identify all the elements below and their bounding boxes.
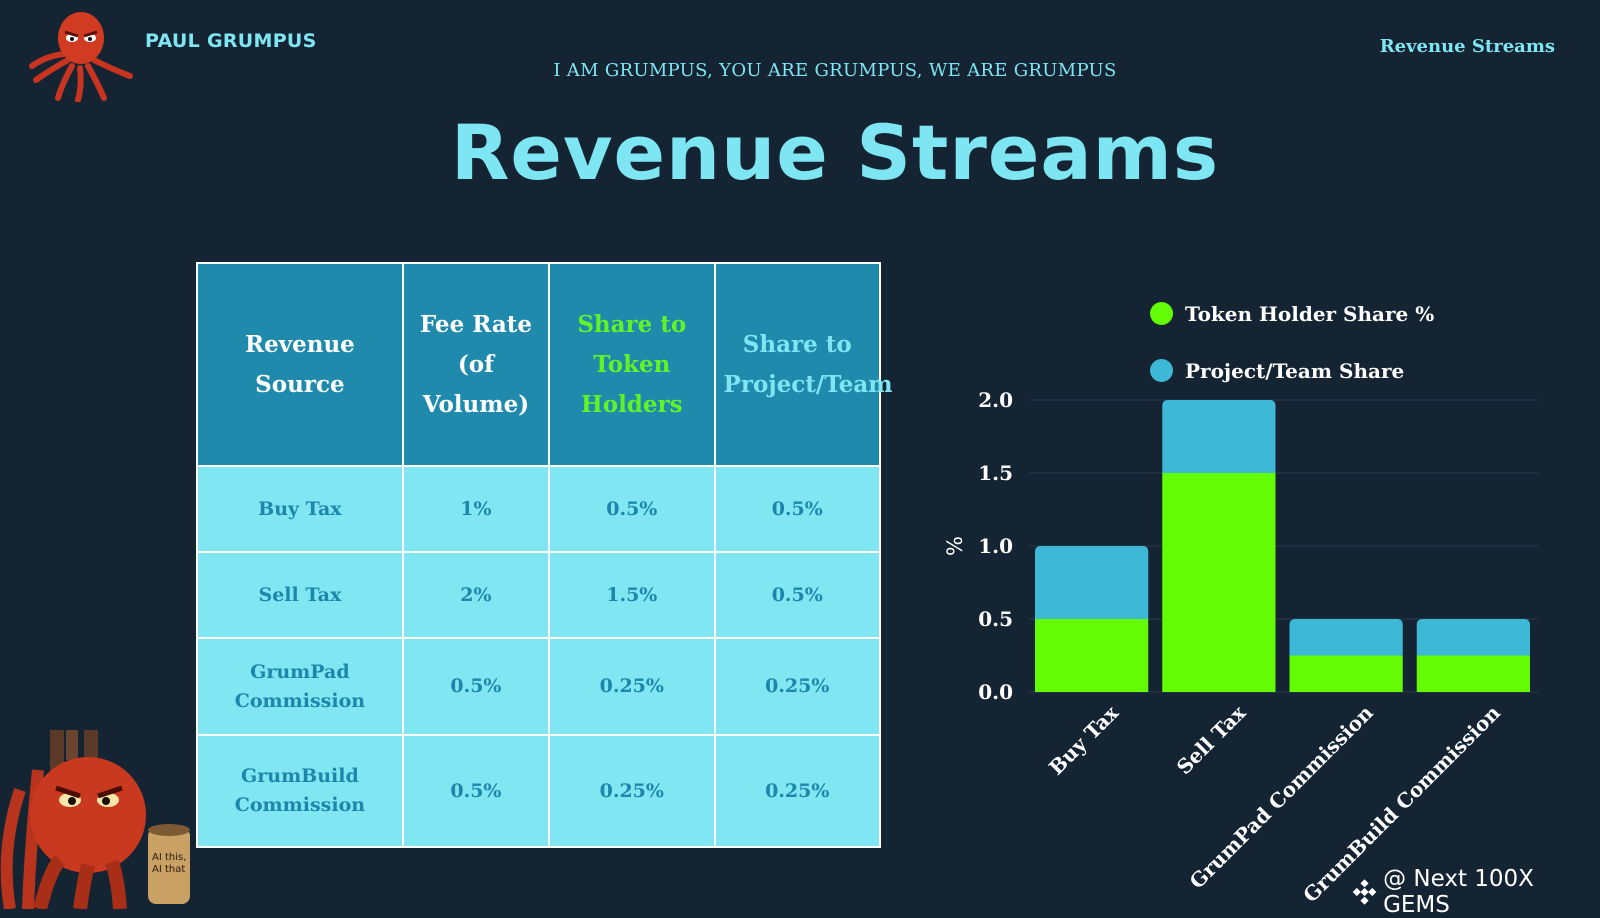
brand-name: PAUL GRUMPUS (145, 30, 317, 52)
chart-legend: Token Holder Share % Project/Team Share (1150, 285, 1434, 399)
x-tick-label: Buy Tax (1044, 700, 1124, 780)
legend-item-token-holders: Token Holder Share % (1150, 285, 1434, 342)
bar-segment (1035, 619, 1149, 692)
revenue-table: Revenue Source Fee Rate (of Volume) Shar… (196, 262, 893, 848)
bar-segment (1416, 655, 1530, 692)
table-cell: 0.25% (548, 637, 716, 736)
table-cell: 0.5% (401, 734, 551, 848)
table-row: Buy Tax 1% 0.5% 0.5% (196, 465, 882, 553)
table-cell: GrumBuild Commission (196, 734, 404, 848)
legend-label: Project/Team Share (1185, 358, 1405, 383)
table-cell: Buy Tax (196, 465, 404, 553)
legend-label: Token Holder Share % (1185, 301, 1435, 326)
binance-diamond-icon (1352, 879, 1377, 905)
table-cell: 2% (401, 551, 551, 639)
table-header-row: Revenue Source Fee Rate (of Volume) Shar… (196, 262, 893, 467)
watermark: @ Next 100X GEMS (1352, 866, 1600, 918)
bar-segment (1416, 619, 1530, 656)
y-tick-label: 0.0 (978, 680, 1013, 704)
bar-segment (1035, 546, 1149, 619)
section-title: Revenue Streams (1379, 36, 1555, 57)
table-row: GrumBuild Commission 0.5% 0.25% 0.25% (196, 734, 882, 848)
watermark-text: @ Next 100X GEMS (1383, 866, 1534, 918)
table-cell: 0.5% (713, 551, 882, 639)
table-cell: 0.25% (713, 637, 882, 736)
table-cell: 0.5% (401, 637, 551, 736)
y-tick-label: 2.0 (978, 388, 1013, 412)
y-tick-label: 0.5 (978, 607, 1013, 631)
y-axis-label: % (943, 536, 967, 556)
octopus-mascot-icon (0, 730, 190, 909)
mug-label: AI this, AI that (152, 852, 187, 875)
tagline: I AM GRUMPUS, YOU ARE GRUMPUS, WE ARE GR… (553, 60, 1117, 81)
table-cell: 0.25% (713, 734, 882, 848)
table-cell: 1.5% (548, 551, 716, 639)
bar-segment (1289, 619, 1403, 656)
y-tick-label: 1.0 (978, 534, 1013, 558)
table-cell: GrumPad Commission (196, 637, 404, 736)
column-header-source: Revenue Source (196, 262, 404, 467)
page-title: Revenue Streams (450, 108, 1220, 197)
bar-segment (1162, 400, 1276, 473)
legend-swatch-blue (1150, 359, 1173, 382)
bar-segment (1289, 655, 1403, 692)
bar-segment (1162, 473, 1276, 692)
x-tick-label: Sell Tax (1172, 700, 1251, 779)
table-cell: 0.25% (548, 734, 716, 848)
table-cell: 0.5% (548, 465, 716, 553)
table-cell: 1% (401, 465, 551, 553)
legend-swatch-green (1150, 302, 1173, 325)
column-header-team-share: Share to Project/Team (713, 262, 893, 467)
legend-item-project-team: Project/Team Share (1150, 342, 1434, 399)
table-cell: 0.5% (713, 465, 882, 553)
y-tick-label: 1.5 (978, 461, 1013, 485)
table-row: Sell Tax 2% 1.5% 0.5% (196, 551, 882, 639)
table-row: GrumPad Commission 0.5% 0.25% 0.25% (196, 637, 882, 736)
octopus-logo-icon (29, 12, 133, 102)
column-header-fee-rate: Fee Rate (of Volume) (401, 262, 551, 467)
table-cell: Sell Tax (196, 551, 404, 639)
column-header-token-share: Share to Token Holders (548, 262, 716, 467)
